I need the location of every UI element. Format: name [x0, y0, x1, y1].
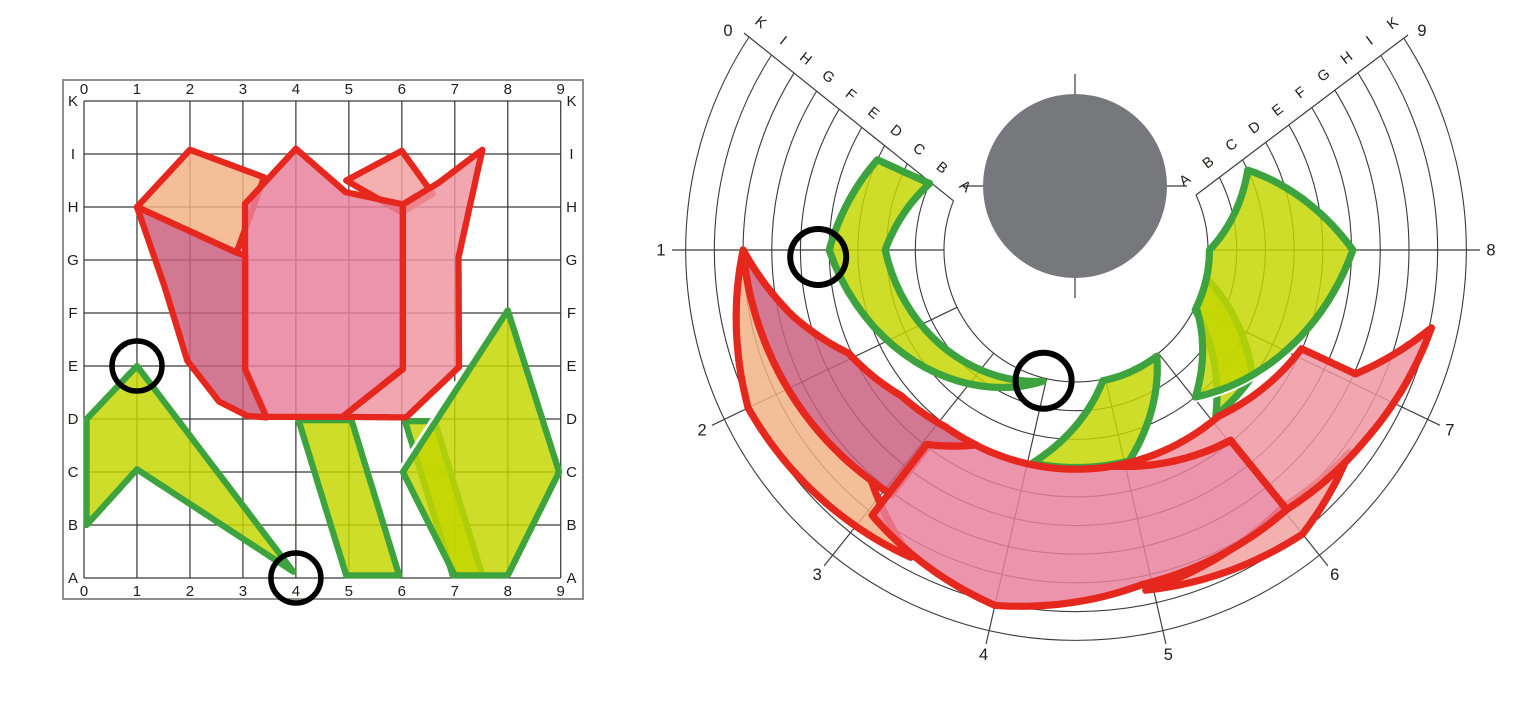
ring-label-left: I — [776, 33, 789, 48]
ring-label-left: F — [842, 86, 859, 104]
white-gap-line — [1191, 349, 1294, 404]
white-gap-line — [397, 380, 458, 471]
ring-label-left: A — [956, 178, 974, 197]
ring-label-left: C — [910, 140, 928, 159]
column-label-top: 0 — [80, 81, 88, 98]
column-label-top: 3 — [239, 81, 247, 98]
column-label-top: 7 — [451, 81, 459, 98]
row-label-left: I — [71, 146, 75, 163]
row-label-right: D — [566, 411, 577, 428]
row-label-left: B — [68, 517, 78, 534]
angle-label: 9 — [1417, 22, 1426, 40]
ring-label-right: A — [1177, 171, 1195, 190]
row-label-left: G — [67, 252, 79, 269]
column-label-top: 1 — [133, 81, 141, 98]
column-label-top: 9 — [557, 81, 565, 98]
column-label-top: 6 — [398, 81, 406, 98]
row-label-right: A — [566, 570, 576, 587]
tulip-shape-leaf-left — [825, 156, 1047, 392]
row-label-left: H — [68, 199, 79, 216]
ring-label-right: C — [1223, 136, 1241, 155]
angle-label: 4 — [979, 646, 988, 664]
column-label-top: 4 — [292, 81, 300, 98]
ring-label-right: G — [1315, 66, 1334, 86]
marker-circle — [268, 550, 324, 606]
ring-label-left: G — [818, 67, 837, 87]
tulip-shape-petal-left-dark — [133, 203, 270, 421]
row-label-left: D — [68, 411, 79, 428]
ring-label-left: B — [933, 159, 951, 178]
tulip-shape-petal-right — [339, 146, 486, 421]
column-label-bottom: 9 — [557, 583, 565, 600]
tulip-shape-stem-left — [1028, 352, 1161, 472]
angle-label: 7 — [1445, 422, 1454, 440]
angle-label: 5 — [1164, 646, 1173, 664]
panel-frame — [62, 79, 584, 600]
column-label-bottom: 2 — [186, 583, 194, 600]
gray-center-circle — [983, 94, 1167, 278]
row-label-right: E — [566, 358, 576, 375]
ring-label-left: E — [864, 104, 882, 123]
tulip-shape-petal-left-dark — [739, 246, 981, 499]
row-label-right: F — [567, 305, 576, 322]
column-label-top: 2 — [186, 81, 194, 98]
polar-arc — [713, 54, 1439, 613]
marker-circle — [109, 338, 165, 394]
column-label-bottom: 3 — [239, 583, 247, 600]
polar-boundary-right — [1195, 34, 1409, 196]
column-label-bottom: 5 — [345, 583, 353, 600]
row-label-right: B — [566, 517, 576, 534]
ring-label-right: E — [1269, 101, 1287, 120]
column-label-bottom: 1 — [133, 583, 141, 600]
tulip-shape-leaf-kite-right — [399, 307, 563, 579]
polar-boundary-left — [743, 32, 954, 202]
angle-label: 2 — [698, 422, 707, 440]
column-label-bottom: 7 — [451, 583, 459, 600]
row-label-right: G — [566, 252, 578, 269]
ring-label-right: B — [1200, 154, 1217, 173]
tulip-shape-leaf-left — [83, 362, 297, 575]
tulip-shape-petal-right — [1109, 324, 1436, 514]
column-label-bottom: 8 — [504, 583, 512, 600]
ring-label-left: K — [751, 14, 769, 33]
ring-label-right: K — [1384, 14, 1402, 33]
polar-arc — [685, 36, 1467, 641]
ring-label-left: D — [887, 122, 905, 141]
row-label-left: C — [68, 464, 79, 481]
row-label-right: H — [566, 199, 577, 216]
row-label-left: F — [68, 305, 77, 322]
angle-label: 3 — [813, 566, 822, 584]
ring-label-left: H — [796, 50, 814, 69]
row-label-left: K — [68, 93, 78, 110]
ring-label-right: I — [1364, 34, 1377, 49]
angle-label: 8 — [1486, 242, 1495, 260]
ring-label-right: D — [1246, 118, 1264, 137]
row-label-right: I — [569, 146, 573, 163]
marker-circle — [787, 226, 850, 288]
ring-label-right: H — [1338, 49, 1356, 68]
column-label-top: 8 — [504, 81, 512, 98]
row-label-right: K — [566, 93, 576, 110]
row-label-left: E — [68, 358, 78, 375]
tulip-shape-leaf-kite-right — [1191, 166, 1357, 401]
column-label-top: 5 — [345, 81, 353, 98]
column-label-bottom: 4 — [292, 583, 300, 600]
column-label-bottom: 0 — [80, 583, 88, 600]
angle-label: 0 — [723, 22, 732, 40]
marker-circle — [1012, 349, 1075, 412]
tulip-shape-stem-left — [295, 416, 403, 579]
column-label-bottom: 6 — [398, 583, 406, 600]
angle-label: 6 — [1330, 566, 1339, 584]
ring-label-right: F — [1293, 84, 1310, 102]
row-label-left: A — [68, 570, 78, 587]
angle-label: 1 — [656, 242, 665, 260]
row-label-right: C — [566, 464, 577, 481]
